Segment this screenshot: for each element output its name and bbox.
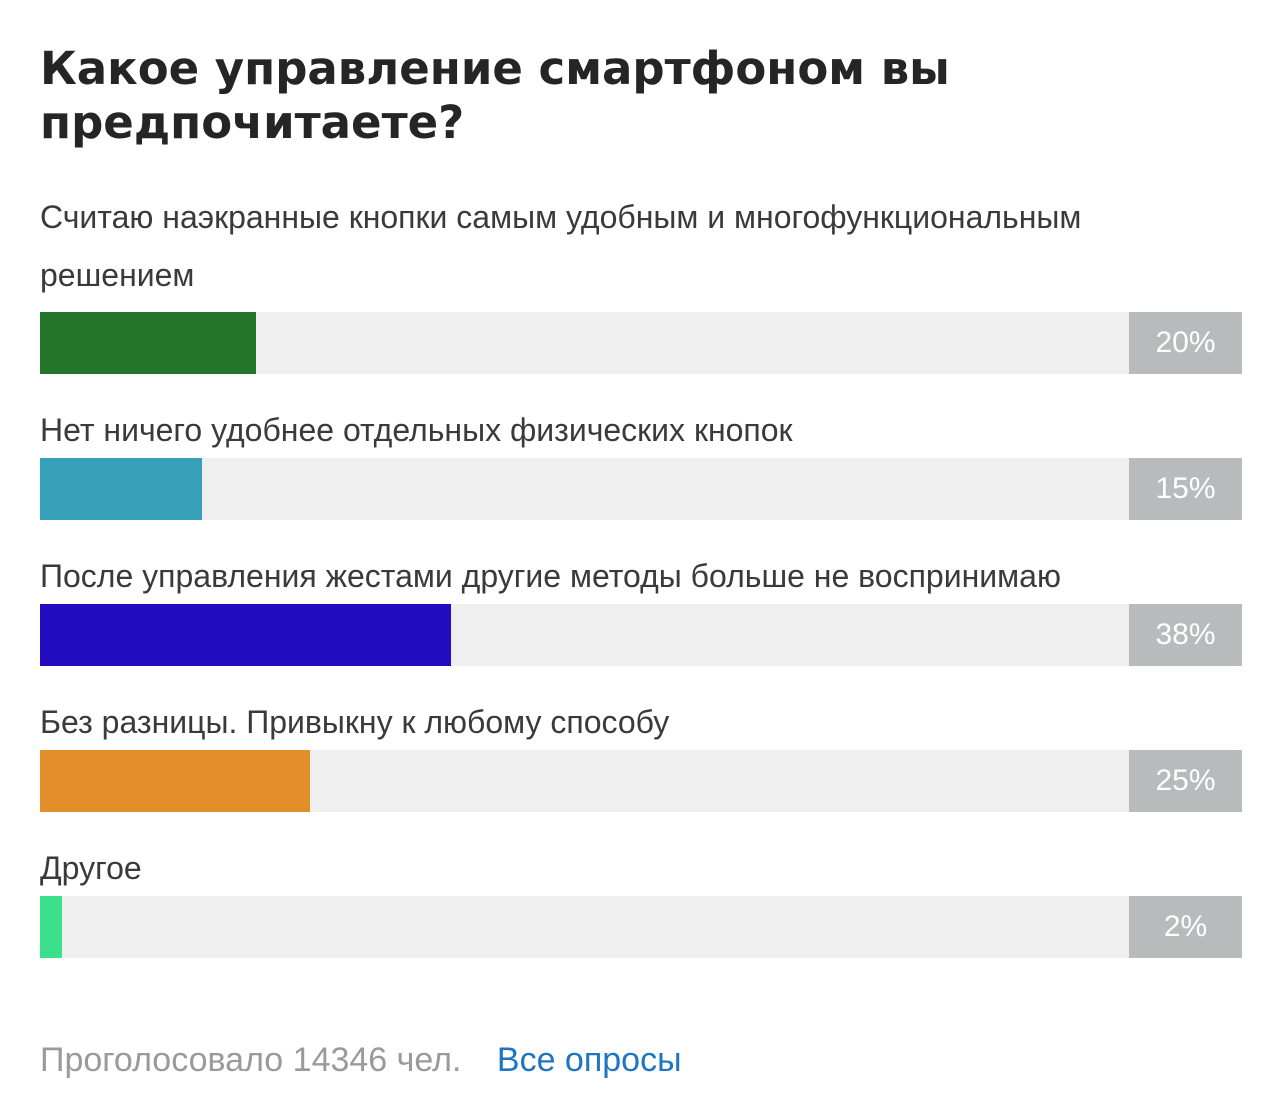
vote-count: Проголосовало 14346 чел. <box>40 1041 462 1079</box>
all-polls-link[interactable]: Все опросы <box>496 1041 682 1079</box>
bar-fill <box>40 458 202 520</box>
poll-option[interactable]: Без разницы. Привыкну к любому способу 2… <box>40 702 1242 812</box>
result-bar: 20% <box>40 312 1242 374</box>
percent-badge: 20% <box>1129 312 1242 374</box>
result-bar: 25% <box>40 750 1242 812</box>
poll-footer: Проголосовало 14346 чел. Все опросы <box>40 1038 682 1082</box>
result-bar: 38% <box>40 604 1242 666</box>
bar-track <box>40 458 1129 520</box>
poll-options: Считаю наэкранные кнопки самым удобным и… <box>40 188 1242 958</box>
option-label: Без разницы. Привыкну к любому способу <box>40 704 670 740</box>
percent-badge: 2% <box>1129 896 1242 958</box>
poll-option[interactable]: Считаю наэкранные кнопки самым удобным и… <box>40 188 1242 374</box>
poll-title: Какое управление смартфоном вы предпочит… <box>40 42 950 149</box>
option-label: Другое <box>40 850 142 886</box>
bar-track <box>40 750 1129 812</box>
option-label: После управления жестами другие методы б… <box>40 558 1061 594</box>
bar-fill <box>40 604 451 666</box>
percent-badge: 15% <box>1129 458 1242 520</box>
option-label: Нет ничего удобнее отдельных физических … <box>40 412 793 448</box>
bar-fill <box>40 312 256 374</box>
poll-option[interactable]: После управления жестами другие методы б… <box>40 556 1242 666</box>
percent-badge: 25% <box>1129 750 1242 812</box>
poll-option[interactable]: Другое 2% <box>40 848 1242 958</box>
bar-fill <box>40 896 62 958</box>
percent-badge: 38% <box>1129 604 1242 666</box>
result-bar: 2% <box>40 896 1242 958</box>
bar-fill <box>40 750 310 812</box>
poll-option[interactable]: Нет ничего удобнее отдельных физических … <box>40 410 1242 520</box>
option-label: Считаю наэкранные кнопки самым удобным и… <box>40 199 1082 293</box>
bar-track <box>40 604 1129 666</box>
result-bar: 15% <box>40 458 1242 520</box>
bar-track <box>40 896 1129 958</box>
bar-track <box>40 312 1129 374</box>
poll: Какое управление смартфоном вы предпочит… <box>40 0 1242 994</box>
